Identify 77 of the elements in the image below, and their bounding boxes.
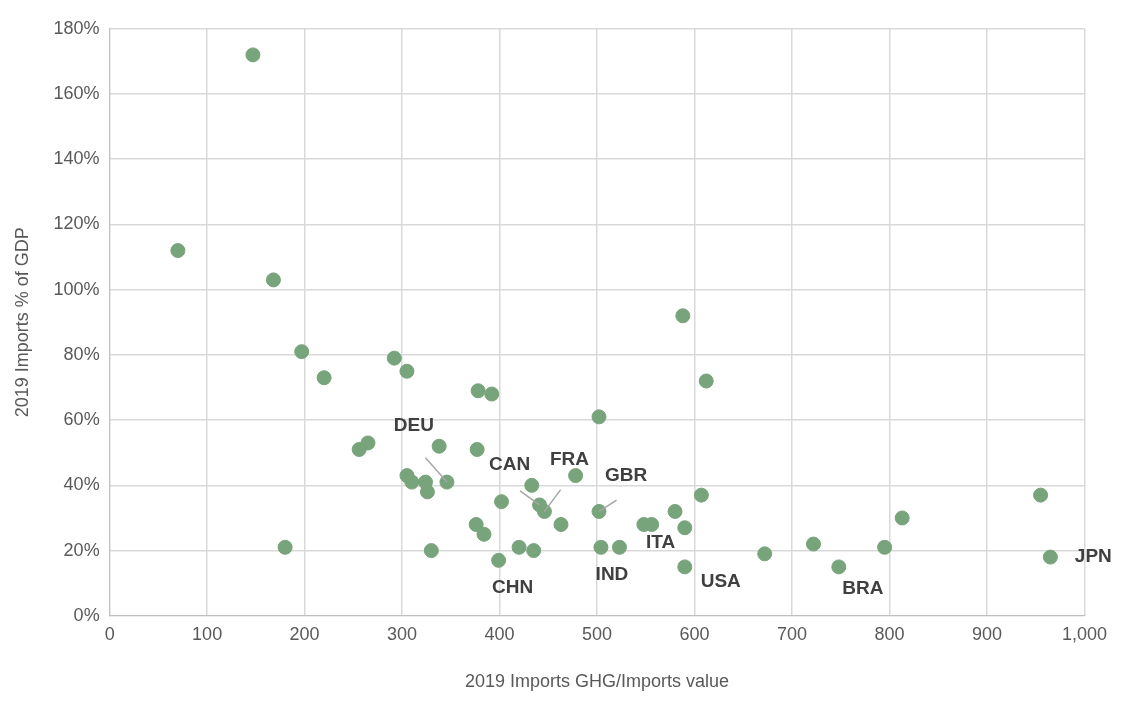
point: [757, 546, 773, 562]
point: [698, 373, 714, 389]
annotation: BRA: [842, 577, 884, 599]
point: [524, 477, 540, 493]
x-axis-title: 2019 Imports GHG/Imports value: [465, 671, 730, 692]
point: [360, 435, 376, 451]
point: [1033, 487, 1049, 503]
point: [511, 539, 527, 555]
x-tick-label: 700: [777, 623, 808, 644]
y-tick-label: 20%: [63, 539, 100, 560]
y-tick-label: 0%: [73, 604, 100, 625]
y-tick-label: 140%: [53, 148, 100, 169]
point: [677, 520, 693, 536]
x-tick-label: 600: [679, 623, 710, 644]
x-tick-label: 800: [874, 623, 905, 644]
x-tick-label: 300: [387, 623, 418, 644]
point: [593, 539, 609, 555]
x-tick-label: 200: [289, 623, 320, 644]
annotation: FRA: [549, 447, 590, 469]
annotation: GBR: [604, 463, 648, 485]
annotation: DEU: [393, 414, 434, 436]
point: [469, 441, 485, 457]
annotation: CHN: [492, 575, 534, 597]
point: [894, 510, 910, 526]
point: [265, 272, 281, 288]
point: [693, 487, 709, 503]
x-tick-label: 400: [484, 623, 515, 644]
x-tick-label: 1,000: [1061, 623, 1107, 644]
y-tick-label: 180%: [53, 17, 100, 38]
y-tick-label: 80%: [63, 343, 100, 364]
point: [526, 543, 542, 559]
x-tick-label: 500: [582, 623, 613, 644]
point: [591, 503, 607, 519]
annotation: IND: [595, 562, 629, 584]
point: [439, 474, 455, 490]
y-axis-title: 2019 Imports % of GDP: [11, 227, 32, 418]
point: [494, 494, 510, 510]
point: [470, 383, 486, 399]
y-tick-label: 120%: [53, 213, 100, 234]
annotation: CAN: [488, 453, 531, 475]
point: [170, 243, 186, 259]
point: [677, 559, 693, 575]
point: [404, 474, 420, 490]
x-tick-label: 100: [192, 623, 223, 644]
point: [591, 409, 607, 425]
point: [245, 47, 261, 63]
point: [667, 503, 683, 519]
annotation: ITA: [646, 530, 676, 552]
point: [805, 536, 821, 552]
point: [386, 350, 402, 366]
y-tick-label: 100%: [53, 278, 100, 299]
point: [316, 370, 332, 386]
annotation: USA: [700, 570, 742, 592]
point: [468, 516, 484, 532]
y-tick-label: 60%: [63, 409, 100, 430]
point: [491, 552, 507, 568]
point: [431, 438, 447, 454]
x-tick-label: 0: [104, 623, 115, 644]
y-tick-label: 40%: [63, 474, 100, 495]
point: [277, 539, 293, 555]
annotation: JPN: [1074, 545, 1112, 567]
point: [423, 543, 439, 559]
point: [399, 363, 415, 379]
point: [553, 516, 569, 532]
y-tick-label: 160%: [53, 82, 100, 103]
point: [419, 484, 435, 500]
x-tick-label: 900: [971, 623, 1003, 644]
point: [536, 503, 552, 519]
point: [831, 559, 847, 575]
point: [568, 468, 584, 484]
point: [675, 308, 691, 324]
point: [1042, 549, 1058, 565]
point: [294, 344, 310, 360]
point: [877, 539, 893, 555]
point: [611, 539, 627, 555]
point: [476, 526, 492, 542]
point: [484, 386, 500, 402]
